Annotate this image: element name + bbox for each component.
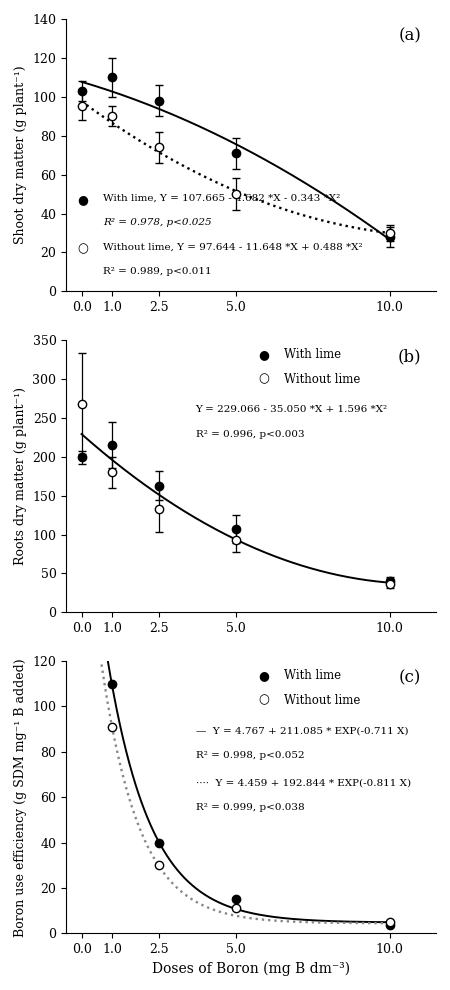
Y-axis label: Shoot dry matter (g plant⁻¹): Shoot dry matter (g plant⁻¹) — [14, 65, 27, 245]
Text: R² = 0.989, p<0.011: R² = 0.989, p<0.011 — [103, 267, 212, 276]
Y-axis label: Roots dry matter (g plant⁻¹): Roots dry matter (g plant⁻¹) — [14, 387, 27, 565]
Text: —  Y = 4.767 + 211.085 * EXP(-0.711 X): — Y = 4.767 + 211.085 * EXP(-0.711 X) — [196, 727, 408, 736]
Text: (a): (a) — [398, 27, 421, 45]
Text: R² = 0.998, p<0.052: R² = 0.998, p<0.052 — [196, 750, 304, 760]
Text: ····  Y = 4.459 + 192.844 * EXP(-0.811 X): ···· Y = 4.459 + 192.844 * EXP(-0.811 X) — [196, 778, 411, 787]
Text: ●: ● — [77, 193, 88, 206]
Text: Without lime, Y = 97.644 - 11.648 *X + 0.488 *X²: Without lime, Y = 97.644 - 11.648 *X + 0… — [103, 243, 363, 251]
Text: With lime, Y = 107.665 - 4.682 *X - 0.343 *X²: With lime, Y = 107.665 - 4.682 *X - 0.34… — [103, 193, 340, 202]
Text: With lime: With lime — [284, 348, 342, 361]
Text: (b): (b) — [398, 348, 421, 365]
Text: R² = 0.999, p<0.038: R² = 0.999, p<0.038 — [196, 803, 304, 812]
Text: R² = 0.996, p<0.003: R² = 0.996, p<0.003 — [196, 430, 304, 439]
Text: ○: ○ — [259, 694, 270, 707]
Text: ●: ● — [259, 348, 270, 361]
Text: ●: ● — [259, 669, 270, 682]
Text: ○: ○ — [259, 372, 270, 386]
Text: R² = 0.978, p<0.025: R² = 0.978, p<0.025 — [103, 218, 212, 227]
Text: Y = 229.066 - 35.050 *X + 1.596 *X²: Y = 229.066 - 35.050 *X + 1.596 *X² — [196, 405, 388, 415]
Text: ○: ○ — [77, 243, 88, 255]
Text: With lime: With lime — [284, 669, 342, 682]
Y-axis label: Boron use efficiency (g SDM mg⁻¹ B added): Boron use efficiency (g SDM mg⁻¹ B added… — [14, 658, 27, 937]
Text: Without lime: Without lime — [284, 694, 361, 707]
Text: Without lime: Without lime — [284, 372, 361, 386]
X-axis label: Doses of Boron (mg B dm⁻³): Doses of Boron (mg B dm⁻³) — [152, 961, 350, 976]
Text: (c): (c) — [399, 669, 421, 686]
